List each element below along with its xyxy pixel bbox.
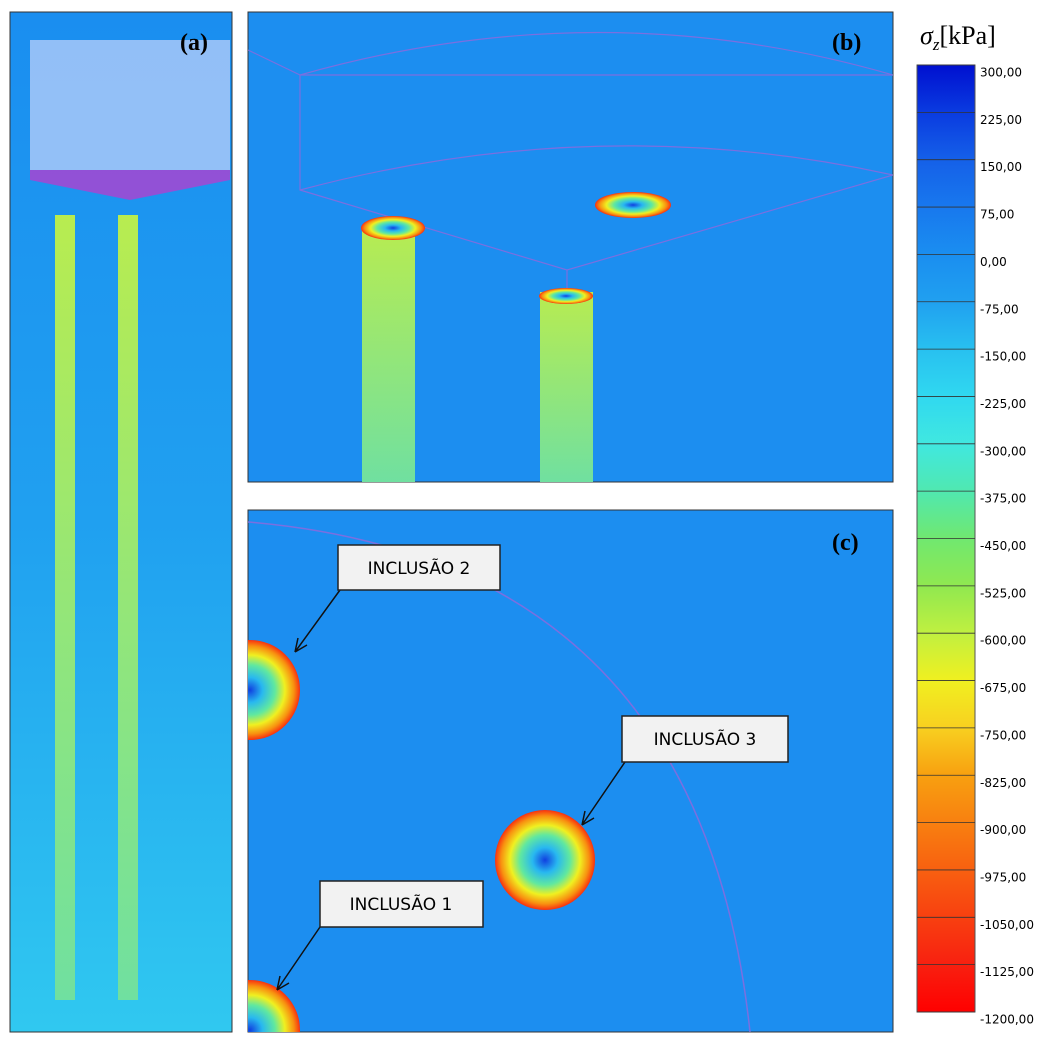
pile-top	[361, 216, 425, 240]
colorbar-tick-label: -750,00	[980, 728, 1026, 742]
colorbar-tick-label: -225,00	[980, 397, 1026, 411]
colorbar-tick-label: 0,00	[980, 255, 1007, 269]
panel-label: (c)	[832, 530, 859, 556]
pile-cap-array	[30, 40, 230, 170]
callout: INCLUSÃO 2	[368, 557, 471, 579]
colorbar-tick-label: -375,00	[980, 492, 1026, 506]
inclusion	[248, 640, 300, 740]
colorbar-tick-label: -1200,00	[980, 1013, 1034, 1027]
colorbar-tick-label: -450,00	[980, 539, 1026, 553]
colorbar-tick-label: -600,00	[980, 634, 1026, 648]
colorbar-title: σz[kPa]	[920, 21, 996, 54]
panel-c: INCLUSÃO 2 INCLUSÃO 3 INCLUSÃO 1 (c)	[247, 509, 894, 1033]
cap-tips	[30, 170, 230, 200]
panel-label: (b)	[832, 30, 861, 56]
colorbar-tick-label: -75,00	[980, 302, 1019, 316]
colorbar-tick-label: -975,00	[980, 870, 1026, 884]
colorbar-tick-label: 225,00	[980, 113, 1022, 127]
colorbar-tick-label: 300,00	[980, 66, 1022, 80]
pile-top	[539, 288, 593, 304]
colorbar-tick-label: -300,00	[980, 444, 1026, 458]
pile	[362, 225, 415, 482]
colorbar-tick-label: -825,00	[980, 776, 1026, 790]
colorbar-tick-label: -1125,00	[980, 965, 1034, 979]
colorbar-tick-label: 150,00	[980, 160, 1022, 174]
colorbar-tick-label: 75,00	[980, 208, 1014, 222]
panel-frame	[247, 509, 894, 1033]
callout: INCLUSÃO 3	[654, 728, 757, 750]
inclusion	[248, 980, 300, 1032]
colorbar-tick-label: -1050,00	[980, 918, 1034, 932]
inclusion	[495, 810, 595, 910]
colorbar-tick-label: -525,00	[980, 586, 1026, 600]
pile-top	[595, 192, 671, 218]
colorbar-tick-label: -675,00	[980, 681, 1026, 695]
pile	[55, 215, 75, 1000]
pile	[118, 215, 138, 1000]
panel-a: (a)	[9, 11, 233, 1033]
callout: INCLUSÃO 1	[350, 893, 453, 915]
panel-label: (a)	[180, 30, 208, 56]
colorbar-tick-label: -900,00	[980, 823, 1026, 837]
pile	[540, 292, 593, 482]
colorbar-tick-label: -150,00	[980, 350, 1026, 364]
panel-b: (b)	[247, 11, 894, 483]
